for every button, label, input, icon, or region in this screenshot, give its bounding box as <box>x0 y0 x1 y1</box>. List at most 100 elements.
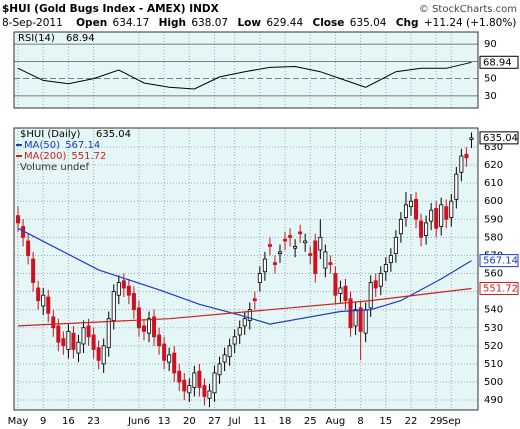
x-tick-label: 16 <box>62 416 75 427</box>
y-tick-label: 90 <box>484 39 497 50</box>
legend-label: Volume undef <box>20 162 90 173</box>
x-tick-label: Jul <box>228 416 241 427</box>
candle-body <box>378 273 383 287</box>
candle-body <box>46 296 51 314</box>
chart-title: $HUI (Gold Bugs Index - AMEX) INDX <box>2 3 219 15</box>
candle-body <box>393 236 398 255</box>
value-box-label: 68.94 <box>483 57 512 68</box>
candle-body <box>237 327 242 336</box>
candle-body <box>283 238 288 242</box>
candle-body <box>101 345 106 365</box>
candle-body <box>434 208 439 229</box>
candle-body <box>217 363 222 376</box>
y-tick-label: 530 <box>484 323 503 334</box>
candle-body <box>26 240 31 256</box>
candle-body <box>81 327 86 345</box>
y-tick-label: 510 <box>484 359 503 370</box>
candle-body <box>106 318 111 349</box>
candle-body <box>187 385 192 394</box>
plot-border <box>13 127 479 411</box>
candle-body <box>358 307 363 332</box>
y-tick-label: 560 <box>484 269 503 280</box>
x-tick-label: Sep <box>442 416 461 427</box>
candle-body <box>272 262 277 265</box>
x-tick-label: 27 <box>208 416 221 427</box>
legend-label: MA(200) <box>24 151 66 162</box>
x-tick-label: 9 <box>40 416 46 427</box>
x-tick-label: 13 <box>158 416 171 427</box>
candle-body <box>56 325 61 343</box>
candle-body <box>318 236 323 251</box>
candle-body <box>323 251 328 269</box>
x-tick-label: May <box>8 416 29 427</box>
candle-body <box>414 199 419 220</box>
candle-body <box>147 318 152 334</box>
candle-body <box>192 372 197 388</box>
candle-body <box>459 155 464 173</box>
stat-label: Low <box>237 17 261 29</box>
candle-body <box>182 379 187 392</box>
candle-body <box>177 370 182 383</box>
candle-body <box>449 200 454 218</box>
candle-body <box>111 291 116 321</box>
candle-body <box>91 334 96 350</box>
candle-body <box>157 334 162 347</box>
x-tick-label: 22 <box>405 416 418 427</box>
candle-body <box>419 220 424 238</box>
value-box-label: 551.72 <box>483 283 518 294</box>
stat-label: Open <box>76 17 107 29</box>
candle-body <box>76 341 81 354</box>
value-box <box>479 254 519 268</box>
candle-body <box>267 244 272 247</box>
candle-body <box>388 255 393 264</box>
candle-body <box>172 352 177 374</box>
y-tick-label: 630 <box>484 142 503 153</box>
candle-body <box>348 298 353 329</box>
candle-body <box>131 293 136 311</box>
candle-body <box>429 209 434 222</box>
copyright: © StockCharts.com <box>419 4 517 15</box>
candle-body <box>403 204 408 218</box>
candle-body <box>66 330 71 350</box>
candle-body <box>298 231 303 235</box>
candle-body <box>257 273 262 283</box>
y-tick-label: 580 <box>484 232 503 243</box>
x-tick-label: 8 <box>357 416 363 427</box>
stat-value: 629.44 <box>266 17 303 29</box>
rsi-line <box>17 61 472 90</box>
candle-body <box>308 253 313 256</box>
candle-body <box>424 222 429 236</box>
candle-body <box>167 354 172 363</box>
candle-body <box>262 258 267 273</box>
candle-body <box>141 325 146 332</box>
x-tick-label: 15 <box>379 416 392 427</box>
candle-body <box>71 332 76 350</box>
legend-value: 567.14 <box>65 140 100 151</box>
candle-body <box>313 240 318 274</box>
candle-body <box>328 262 333 265</box>
value-box <box>479 55 519 69</box>
candle-body <box>51 316 56 329</box>
candle-body <box>368 282 373 309</box>
legend-value: 68.94 <box>66 33 95 44</box>
stat-value: 635.04 <box>350 17 387 29</box>
candle-body <box>398 218 403 235</box>
candle-body <box>242 318 247 327</box>
candle-body <box>212 372 217 394</box>
candle-body <box>333 273 338 296</box>
legend-label: $HUI (Daily) <box>20 129 81 140</box>
candle-body <box>288 235 293 238</box>
plot-border <box>13 31 479 109</box>
candle-body <box>126 285 131 296</box>
y-tick-label: 590 <box>484 214 503 225</box>
stat-label: High <box>159 17 186 29</box>
candle-body <box>293 246 298 249</box>
y-tick-label: 520 <box>484 341 503 352</box>
stat-label: Chg <box>396 17 419 29</box>
legend-label: MA(50) <box>24 140 60 151</box>
candle-body <box>247 309 252 321</box>
candle-body <box>454 173 459 200</box>
candle-body <box>252 298 257 302</box>
stat-value: 634.17 <box>113 17 150 29</box>
value-box-label: 567.14 <box>483 256 518 267</box>
